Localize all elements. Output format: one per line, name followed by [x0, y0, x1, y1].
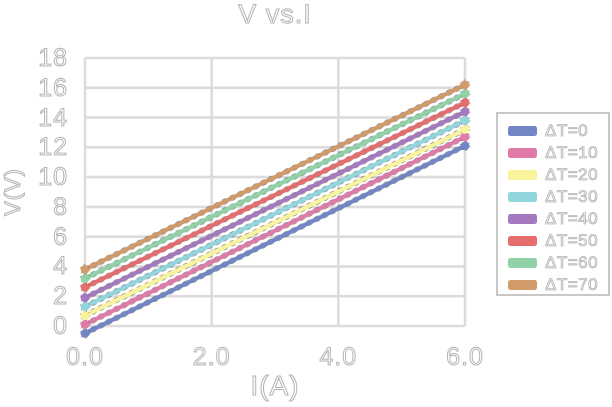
data-point-marker — [80, 293, 90, 303]
data-point-speckle — [459, 79, 471, 91]
data-point-marker — [80, 265, 90, 274]
legend-item: ΔT=40 — [498, 208, 608, 230]
legend-swatch — [508, 280, 537, 290]
x-tick-label: 6.0 — [446, 343, 484, 371]
legend-label: ΔT=30 — [545, 187, 599, 207]
legend-swatch — [508, 148, 537, 158]
legend-swatch — [508, 236, 537, 246]
y-tick-label: 12 — [38, 133, 68, 162]
y-tick-label: 2 — [53, 282, 68, 311]
legend-rows: ΔT=0 ΔT=10 ΔT=20 ΔT=30 ΔT=40 ΔT=50 ΔT=60 ΔT=70 — [498, 120, 608, 296]
data-point-marker — [460, 89, 470, 99]
series-line — [82, 134, 468, 327]
data-point-marker — [460, 80, 470, 90]
legend-item: ΔT=70 — [498, 274, 608, 296]
data-point-marker — [460, 98, 470, 108]
data-point-speckle — [79, 264, 91, 275]
legend-item: ΔT=10 — [498, 142, 608, 164]
data-point-marker — [80, 329, 90, 338]
data-point-marker — [80, 273, 90, 283]
y-tick-label: 10 — [38, 163, 68, 192]
data-point-marker — [80, 282, 90, 292]
legend-swatch — [508, 170, 537, 180]
data-point-marker — [80, 311, 90, 320]
series-line — [82, 91, 468, 281]
data-point-marker — [80, 320, 90, 329]
legend-label: ΔT=40 — [545, 209, 599, 229]
y-tick-label: 0 — [53, 312, 68, 340]
legend-item: ΔT=0 — [498, 120, 608, 142]
series-line — [82, 127, 468, 318]
legend-item: ΔT=20 — [498, 164, 608, 186]
legend-item: ΔT=50 — [498, 230, 608, 252]
legend-swatch — [508, 126, 537, 136]
data-point-marker — [80, 302, 90, 312]
legend-item: ΔT=60 — [498, 252, 608, 274]
x-tick-label: 4.0 — [319, 343, 358, 371]
legend-label: ΔT=70 — [545, 275, 599, 295]
y-tick-label: 6 — [53, 222, 68, 251]
legend-swatch — [508, 258, 537, 268]
y-tick-label: 14 — [38, 103, 68, 132]
legend-label: ΔT=60 — [545, 253, 599, 273]
series-line — [82, 118, 468, 309]
legend-label: ΔT=20 — [545, 165, 599, 185]
y-tick-label: 16 — [38, 73, 68, 102]
legend-label: ΔT=0 — [545, 121, 589, 141]
data-point-marker — [460, 107, 470, 116]
x-tick-label: 2.0 — [192, 343, 231, 371]
y-tick-label: 8 — [53, 192, 68, 221]
x-tick-label: 0.0 — [66, 343, 104, 371]
data-point-speckle — [79, 292, 91, 304]
data-point-marker — [460, 116, 470, 125]
legend-swatch — [508, 192, 537, 202]
legend: ΔT=0 ΔT=10 ΔT=20 ΔT=30 ΔT=40 ΔT=50 ΔT=60 ΔT=70 — [496, 112, 610, 296]
data-point-marker — [460, 125, 470, 134]
y-tick-label: 4 — [53, 252, 68, 281]
x-axis-title: I(A) — [250, 370, 300, 401]
data-point-marker — [460, 132, 470, 142]
series-line — [82, 143, 468, 336]
chart-title: V vs.I — [238, 0, 312, 29]
legend-item: ΔT=30 — [498, 186, 608, 208]
legend-label: ΔT=50 — [545, 231, 599, 251]
data-point-marker — [460, 141, 470, 151]
legend-label: ΔT=10 — [545, 143, 599, 163]
y-tick-label: 18 — [38, 44, 68, 72]
series-line — [82, 82, 468, 272]
legend-swatch — [508, 214, 537, 224]
series-line — [82, 100, 468, 290]
series-line — [82, 109, 468, 300]
